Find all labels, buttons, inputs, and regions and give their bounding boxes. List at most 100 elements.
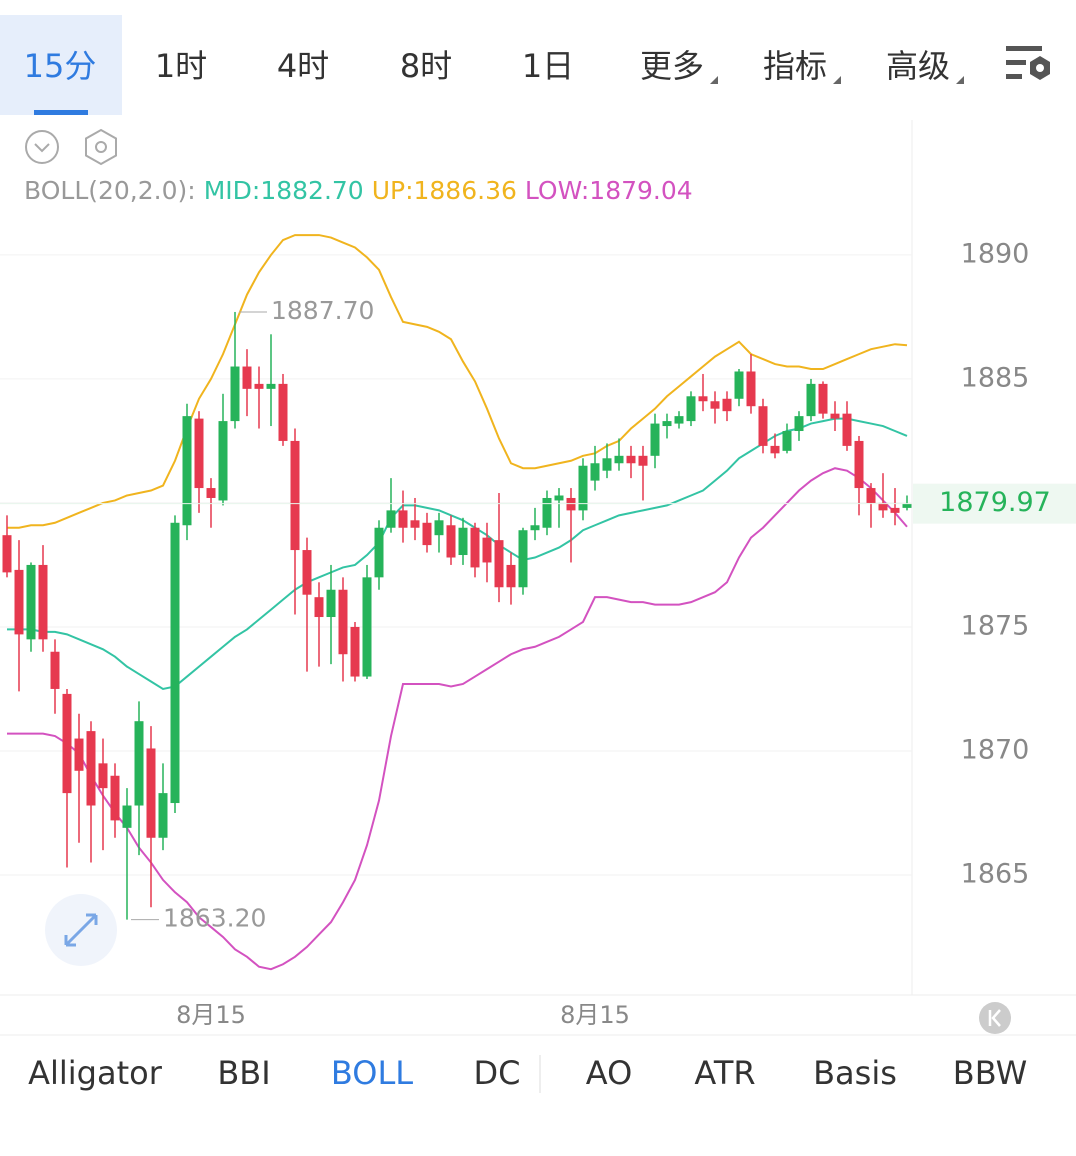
timeframe-tab[interactable]: 1日 <box>522 47 574 85</box>
y-tick-label: 1865 <box>961 858 1030 889</box>
candle-body <box>146 748 156 838</box>
y-tick-label: 1890 <box>961 238 1030 269</box>
candle-body <box>698 396 708 402</box>
candle-body <box>62 693 72 794</box>
candle-body <box>518 530 528 588</box>
timeframe-tab[interactable]: 指标 <box>763 47 827 85</box>
dropdown-caret <box>833 76 841 84</box>
candle-body <box>830 413 840 419</box>
legend-entry: LOW:1879.04 <box>525 176 693 205</box>
icon-bar <box>1006 46 1042 51</box>
icon-bar <box>1006 74 1022 79</box>
candle-body <box>194 418 204 489</box>
y-tick-label: 1870 <box>961 734 1030 765</box>
candle-body <box>770 445 780 454</box>
candle-body <box>794 416 804 432</box>
band-line <box>7 417 908 691</box>
band-line <box>7 234 908 529</box>
candle-body <box>2 535 12 573</box>
legend-entry: BOLL(20,2.0): <box>24 176 196 205</box>
candle-body <box>530 525 540 531</box>
candle-body <box>458 527 468 556</box>
candle-body <box>878 502 888 511</box>
timeframe-tab[interactable]: 高级 <box>886 47 950 85</box>
y-tick-label: 1875 <box>961 610 1030 641</box>
indicator-tab[interactable]: Alligator <box>28 1054 163 1092</box>
fullscreen-button[interactable] <box>45 894 117 966</box>
candle-body <box>590 463 600 481</box>
candle-body <box>122 805 132 828</box>
indicator-tab[interactable]: Basis <box>813 1054 897 1092</box>
candle-body <box>890 507 900 513</box>
candle-body <box>758 406 768 446</box>
candle-body <box>350 626 360 677</box>
dropdown-caret <box>956 76 964 84</box>
candle-body <box>278 383 288 441</box>
plot: BOLL(20,2.0): MID:1882.70 UP:1886.36 LOW:18… <box>0 176 1076 1029</box>
candle-body <box>326 589 336 618</box>
candle-body <box>542 497 552 528</box>
last-price-label: 1879.97 <box>939 487 1051 518</box>
candle-body <box>446 525 456 558</box>
indicator-label: BOLL(20,2.0): MID:1882.70 UP:1886.36 LOW:18… <box>24 176 693 205</box>
candle-body <box>554 495 564 501</box>
icon-k <box>988 1009 1001 1027</box>
candle-body <box>302 550 312 595</box>
indicator-tab[interactable]: ATR <box>694 1054 755 1092</box>
candle-body <box>374 527 384 578</box>
candle-body <box>410 520 420 528</box>
candle-body <box>86 731 96 806</box>
icon-bar <box>1006 60 1026 65</box>
candle-body <box>626 455 636 464</box>
annotation-label: 1887.70 <box>271 296 374 325</box>
candle-body <box>602 458 612 471</box>
candle-body <box>674 416 684 424</box>
icon-circle <box>979 1002 1011 1034</box>
timeframe-tab[interactable]: 15分 <box>24 47 97 85</box>
indicator-tab[interactable]: DC <box>474 1054 521 1092</box>
indicator-tab[interactable]: BOLL <box>331 1054 413 1092</box>
candle-body <box>386 510 396 528</box>
timeframe-tab[interactable]: 8时 <box>400 47 452 85</box>
icon-dot <box>1036 64 1044 72</box>
candle-body <box>74 738 84 771</box>
candle-body <box>722 398 732 412</box>
candle-body <box>650 423 660 456</box>
band-line <box>7 467 908 971</box>
icon-hex <box>85 128 117 166</box>
candle-body <box>686 396 696 422</box>
candle-body <box>50 651 60 689</box>
icon-dot <box>95 141 107 153</box>
candle-body <box>818 383 828 414</box>
timeframe-tab[interactable]: 更多 <box>640 47 704 85</box>
timeframe-tab[interactable]: 4时 <box>277 47 329 85</box>
candle-body <box>734 371 744 399</box>
candle-body <box>314 597 324 618</box>
candle-body <box>170 522 180 804</box>
candle-body <box>842 413 852 446</box>
annotation-label: 1863.20 <box>163 904 266 933</box>
candle-body <box>206 488 216 498</box>
y-tick-label: 1885 <box>961 362 1030 393</box>
x-tick-label: 8月15 <box>560 1001 630 1029</box>
candle-body <box>230 366 240 422</box>
indicator-tab[interactable]: BBW <box>953 1054 1027 1092</box>
dropdown-caret <box>710 76 718 84</box>
chart-settings-button[interactable] <box>85 128 117 166</box>
indicator-tab[interactable]: AO <box>586 1054 633 1092</box>
candle-body <box>158 793 168 838</box>
candle-body <box>254 383 264 389</box>
candle-body <box>902 503 912 508</box>
legend-entry: MID:1882.70 <box>204 176 364 205</box>
candle-body <box>854 440 864 489</box>
indicator-tab[interactable]: BBI <box>217 1054 270 1092</box>
icon-arrows <box>64 913 98 947</box>
scroll-latest-button[interactable] <box>979 1002 1011 1034</box>
candle-body <box>494 540 504 588</box>
settings-icon[interactable] <box>1006 46 1050 80</box>
candle-body <box>482 537 492 563</box>
candle-body <box>506 564 516 588</box>
collapse-button[interactable] <box>25 130 59 164</box>
timeframe-tab[interactable]: 1时 <box>155 47 207 85</box>
candle-body <box>578 465 588 511</box>
